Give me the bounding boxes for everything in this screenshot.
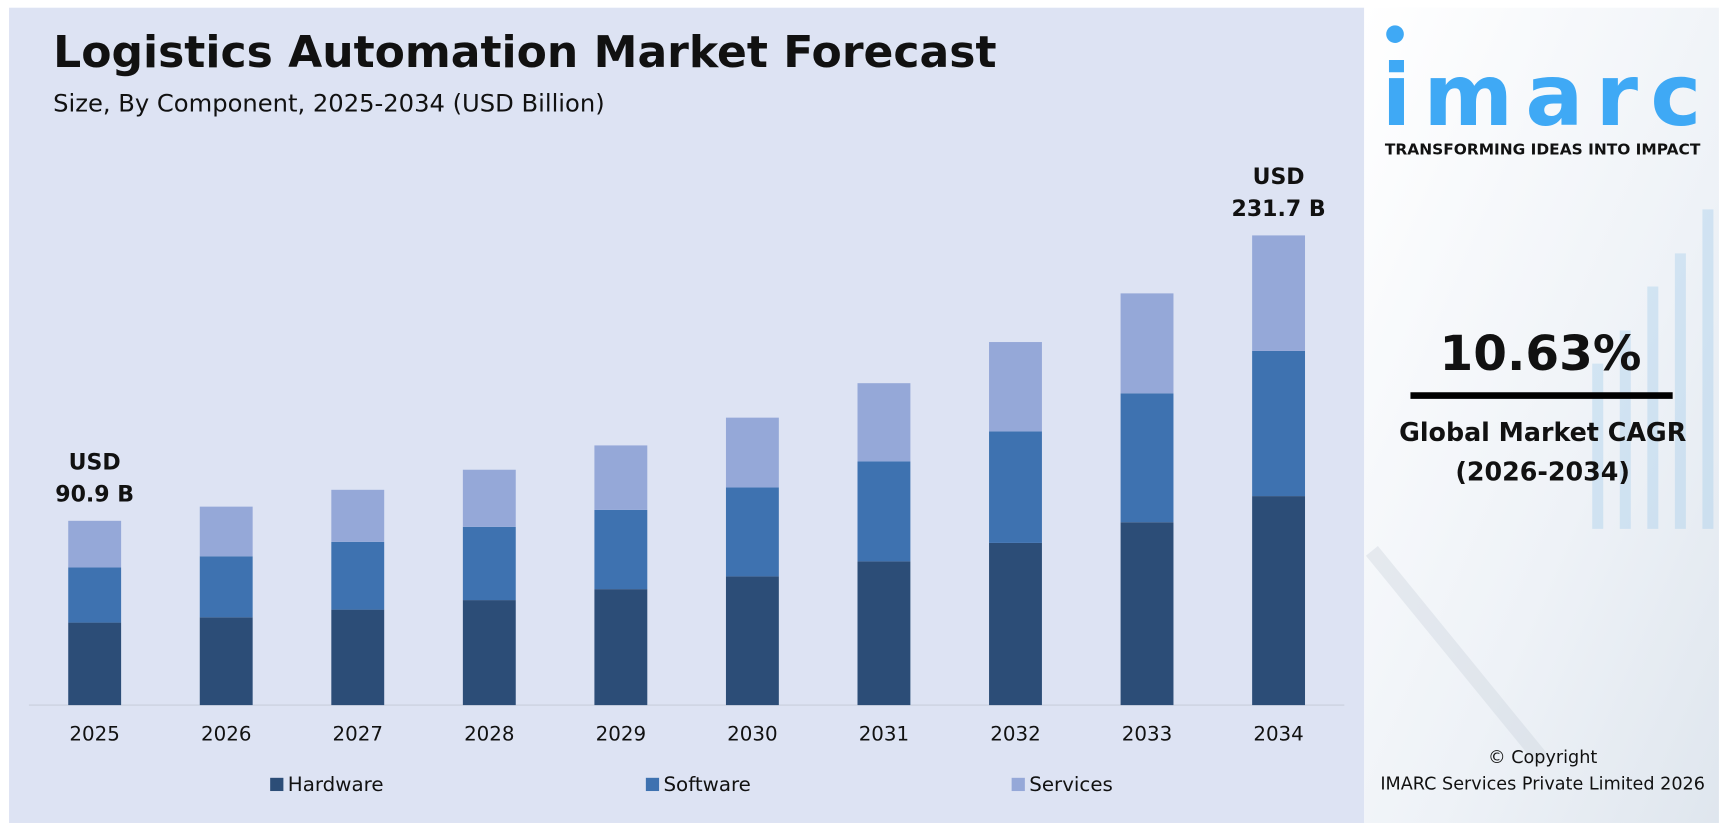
x-tick-label: 2027 <box>333 722 383 745</box>
x-tick-label: 2029 <box>596 722 646 745</box>
legend-label: Hardware <box>288 773 384 796</box>
total-label: 231.7 B <box>1232 197 1326 222</box>
bar-segment <box>199 506 253 557</box>
bar-segment <box>68 520 122 568</box>
bar-segment <box>1120 293 1174 394</box>
sidebar-decoration <box>1365 209 1714 766</box>
bar-segment <box>1252 235 1306 351</box>
legend-swatch <box>1011 777 1025 792</box>
total-label: USD <box>1253 165 1305 190</box>
bar-segment <box>462 600 516 706</box>
bar-segment <box>725 417 779 488</box>
bar-segment <box>68 567 122 623</box>
bar-segment <box>857 561 911 706</box>
legend-swatch <box>645 777 660 792</box>
total-label: 90.9 B <box>55 482 134 507</box>
bar-segment <box>1120 522 1174 706</box>
bar-segment <box>199 556 253 618</box>
company: IMARC Services Private Limited 2026 <box>1380 774 1705 794</box>
x-tick-label: 2028 <box>464 722 514 745</box>
copyright: © Copyright <box>1488 748 1597 768</box>
bar-segment <box>1252 350 1306 497</box>
bar-segment <box>725 576 779 706</box>
x-tick-label: 2025 <box>69 722 119 745</box>
bar-segment <box>68 622 122 706</box>
x-tick-label: 2031 <box>859 722 909 745</box>
bar-segment <box>331 489 385 542</box>
legend-label: Software <box>663 773 750 796</box>
x-tick-label: 2032 <box>990 722 1040 745</box>
x-tick-label: 2034 <box>1253 722 1303 745</box>
x-tick-label: 2033 <box>1122 722 1172 745</box>
chart-subtitle: Size, By Component, 2025-2034 (USD Billi… <box>53 90 605 118</box>
bar-segment <box>331 609 385 706</box>
bar-segment <box>462 469 516 527</box>
chart-title: Logistics Automation Market Forecast <box>53 27 996 78</box>
bar-segment <box>1120 393 1174 523</box>
legend-swatch <box>270 777 284 792</box>
legend-label: Services <box>1029 773 1113 796</box>
bar-segment <box>989 431 1042 543</box>
total-label: USD <box>69 451 121 476</box>
bar-segment <box>594 589 648 706</box>
bar-segment <box>857 461 911 562</box>
cagr-period: (2026-2034) <box>1455 457 1630 487</box>
bar-segment <box>594 509 648 590</box>
tagline: TRANSFORMING IDEAS INTO IMPACT <box>1385 140 1701 158</box>
logo: imarc <box>1382 46 1701 146</box>
x-tick-label: 2030 <box>727 722 777 745</box>
bar-segment <box>462 526 516 601</box>
bar-segment <box>331 541 385 610</box>
logo-dot <box>1386 25 1404 43</box>
cagr-value: 10.63% <box>1440 326 1642 382</box>
x-tick-label: 2026 <box>201 722 251 745</box>
sidebar-panel <box>1364 7 1719 823</box>
bar-segment <box>989 542 1042 706</box>
bar-segment <box>725 487 779 577</box>
bar-segment <box>857 383 911 462</box>
bar-segment <box>1252 496 1306 706</box>
bar-segment <box>989 342 1042 432</box>
cagr-label: Global Market CAGR <box>1399 417 1686 447</box>
bar-segment <box>199 617 253 706</box>
bar-segment <box>594 445 648 510</box>
